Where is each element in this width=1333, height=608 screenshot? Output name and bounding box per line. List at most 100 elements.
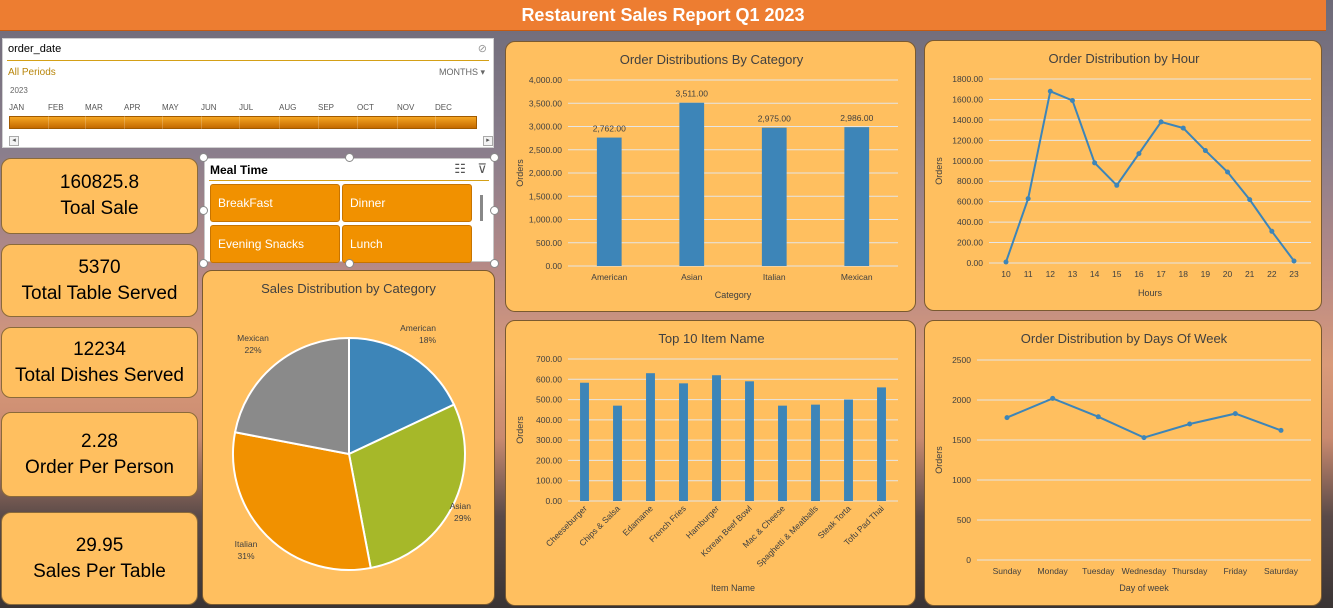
data-point: [1069, 97, 1075, 103]
y-axis-label: Orders: [515, 416, 525, 444]
chart-orders-by-category[interactable]: Order Distributions By Category 0.00 500.0…: [505, 41, 916, 312]
slice-label: Asian: [450, 501, 472, 511]
kpi-value: 2.28: [81, 430, 118, 452]
chart-svg: Order Distributions By Category 0.00 500.0…: [515, 52, 898, 300]
chart-title: Top 10 Item Name: [658, 331, 764, 346]
x-tick-label: Thursday: [1172, 566, 1208, 576]
bar: [844, 399, 853, 501]
data-label: 2,986.00: [840, 113, 873, 123]
bar: [646, 373, 655, 501]
data-label: 2,762.00: [593, 124, 626, 134]
y-tick-label: 1000: [952, 475, 971, 485]
y-tick-label: 1000.00: [952, 156, 983, 166]
chart-svg: Order Distribution by Days Of Week 0 500 10…: [934, 331, 1311, 593]
bar: [679, 383, 688, 501]
kpi-label: Sales Per Table: [33, 560, 166, 582]
timeline-tick: [239, 116, 240, 129]
y-tick-label: 0: [966, 555, 971, 565]
resize-handle[interactable]: [490, 206, 499, 215]
kpi-order-per-person: 2.28 Order Per Person: [1, 412, 198, 497]
meal-time-slicer[interactable]: Meal Time ☷ ⊽ BreakFast Dinner Evening S…: [204, 158, 494, 263]
y-tick-label: 400.00: [536, 415, 562, 425]
kpi-value: 160825.8: [59, 172, 140, 193]
slicer-scrollbar[interactable]: [480, 195, 483, 221]
y-tick-label: 1600.00: [952, 94, 983, 104]
slicer-item-lunch[interactable]: Lunch: [342, 225, 472, 263]
y-tick-label: 600.00: [957, 197, 983, 207]
y-tick-label: 600.00: [536, 374, 562, 384]
pie-slice: [232, 431, 372, 571]
timeline-tick: [162, 116, 163, 129]
filter-clear-icon[interactable]: ⊽: [477, 161, 487, 176]
chart-sales-by-category[interactable]: Sales Distribution by Category American 18…: [202, 270, 495, 605]
slicer-item-evening-snacks[interactable]: Evening Snacks: [210, 225, 340, 263]
y-tick-label: 1,500.00: [529, 191, 562, 201]
timeline-tick: [397, 116, 398, 129]
scroll-right-icon[interactable]: ▸: [483, 136, 493, 146]
timeline-tick: [85, 116, 86, 129]
y-tick-label: 1,000.00: [529, 215, 562, 225]
timeline-tick: [435, 116, 436, 129]
resize-handle[interactable]: [199, 153, 208, 162]
y-axis-label: Orders: [934, 446, 944, 474]
y-tick-label: 400.00: [957, 217, 983, 227]
chart-orders-by-day[interactable]: Order Distribution by Days Of Week 0 500 10…: [924, 320, 1322, 606]
timeline-scrollbar[interactable]: ◂ ▸: [9, 136, 493, 146]
slice-percent: 31%: [237, 551, 254, 561]
timeline-selection-bar[interactable]: [9, 116, 477, 129]
y-tick-label: 1800.00: [952, 74, 983, 84]
bar: [613, 405, 622, 501]
data-point: [1187, 421, 1193, 427]
timeline-period-label: All Periods: [8, 67, 56, 78]
chart-title: Sales Distribution by Category: [261, 281, 436, 296]
x-tick-label: Saturday: [1264, 566, 1299, 576]
granularity-label: MONTHS: [438, 67, 478, 77]
chart-top-10-items[interactable]: Top 10 Item Name 0.00 100.00 200.00 300.00 40…: [505, 320, 916, 606]
resize-handle[interactable]: [490, 153, 499, 162]
kpi-total-dishes-served: 12234 Total Dishes Served: [1, 327, 198, 398]
y-tick-label: 0.00: [966, 258, 983, 268]
timeline-month-label: JUL: [239, 103, 254, 112]
timeline-month-label: JAN: [9, 103, 25, 112]
x-tick-label: Edamame: [620, 503, 655, 538]
x-tick-label: Spaghetti & Meatballs: [754, 503, 820, 569]
bar: [761, 127, 787, 266]
kpi-label: Order Per Person: [25, 456, 174, 478]
y-tick-label: 500.00: [536, 238, 562, 248]
bar: [679, 102, 705, 266]
x-tick-label: Tuesday: [1082, 566, 1115, 576]
multi-select-icon[interactable]: ☷: [454, 161, 466, 176]
timeline-month-label: AUG: [279, 103, 297, 112]
resize-handle[interactable]: [199, 259, 208, 268]
y-tick-label: 2,000.00: [529, 168, 562, 178]
data-point: [1025, 196, 1031, 202]
y-tick-label: 2,500.00: [529, 145, 562, 155]
timeline-tick: [201, 116, 202, 129]
resize-handle[interactable]: [199, 206, 208, 215]
timeline-tick: [318, 116, 319, 129]
resize-handle[interactable]: [345, 153, 354, 162]
filter-clear-icon[interactable]: ⊘: [477, 43, 487, 55]
y-axis-label: Orders: [934, 157, 944, 185]
x-tick-label: Friday: [1224, 566, 1248, 576]
data-label: 2,975.00: [758, 114, 791, 124]
slicer-item-breakfast[interactable]: BreakFast: [210, 184, 340, 222]
data-point: [1136, 151, 1142, 157]
kpi-total-sale: 160825.8 Toal Sale: [1, 158, 198, 234]
bar: [811, 404, 820, 501]
x-axis-label: Hours: [1138, 288, 1163, 298]
kpi-value: 29.95: [75, 534, 124, 556]
kpi-label: Total Dishes Served: [15, 364, 184, 386]
slicer-item-dinner[interactable]: Dinner: [342, 184, 472, 222]
chart-title: Order Distributions By Category: [620, 52, 804, 67]
y-tick-label: 1500: [952, 435, 971, 445]
resize-handle[interactable]: [345, 259, 354, 268]
slicer-toolbar[interactable]: ☷ ⊽: [454, 161, 487, 177]
y-tick-label: 200.00: [536, 455, 562, 465]
scroll-left-icon[interactable]: ◂: [9, 136, 19, 146]
y-tick-label: 200.00: [957, 238, 983, 248]
resize-handle[interactable]: [490, 259, 499, 268]
chart-orders-by-hour[interactable]: Order Distribution by Hour 0.00 200.00 400.…: [924, 40, 1322, 311]
timeline-granularity-dropdown[interactable]: MONTHS ▾: [438, 67, 485, 77]
order-date-timeline-slicer[interactable]: order_date ⊘ All Periods MONTHS ▾ 2023 J…: [2, 38, 494, 148]
